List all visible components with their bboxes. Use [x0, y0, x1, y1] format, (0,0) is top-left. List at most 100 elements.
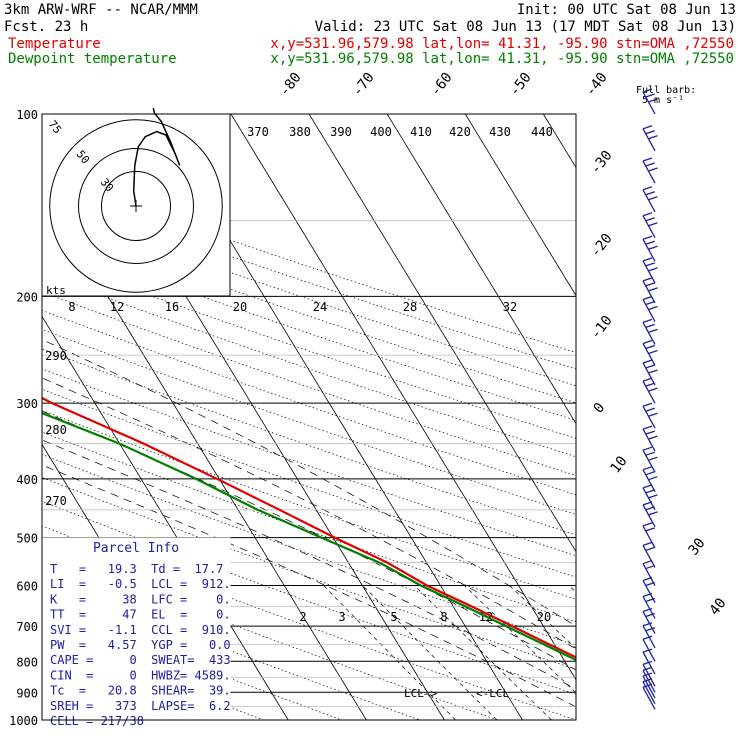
wind-barb-flag: [648, 328, 658, 334]
wind-barb-staff: [642, 686, 656, 710]
hodograph-trace: [132, 107, 181, 207]
isotherm-line: [308, 114, 576, 553]
wind-barb-flag: [645, 364, 655, 369]
wind-barb-flag: [648, 511, 658, 516]
wind-barb-staff: [642, 449, 656, 473]
wind-barb-flag: [642, 660, 653, 665]
dewpoint-profile: [42, 411, 576, 662]
sounding-profiles: [42, 396, 576, 662]
mixing-ratio-top-label: 32: [503, 300, 517, 314]
model-title: 3km ARW-WRF -- NCAR/MMM: [4, 2, 198, 18]
pressure-label: 700: [16, 620, 38, 634]
theta-label: 430: [489, 125, 511, 139]
mixing-ratio-top-label: 28: [403, 300, 417, 314]
wind-barb-flag: [642, 607, 653, 613]
wind-barb-flag: [648, 476, 658, 481]
wind-barb-flag: [642, 501, 653, 506]
mixing-ratio-line: [568, 585, 576, 593]
parcel-info-row: LI = -0.5 LCL = 912.: [50, 577, 231, 591]
wind-barb-flag: [648, 196, 658, 201]
wind-barb-flag: [645, 282, 655, 287]
wind-barb-flag: [642, 257, 653, 262]
isotherm-label: -80: [277, 70, 305, 100]
hodograph-ring: [49, 119, 223, 293]
wind-barb-flag: [642, 522, 653, 527]
theta-label: 390: [330, 125, 352, 139]
wind-barb-flag: [642, 125, 653, 130]
wind-barb-flag: [645, 323, 655, 329]
theta-label: 440: [531, 125, 553, 139]
wind-barb-flag: [642, 157, 653, 162]
pressure-label: 600: [16, 580, 38, 594]
wind-barb-flag: [645, 581, 655, 587]
dry-adiabat-line: [42, 329, 576, 515]
wind-barb-flag: [642, 318, 653, 324]
isotherm-line: [230, 114, 576, 681]
wind-barb-flag: [645, 506, 655, 511]
wind-barb-flag: [645, 217, 655, 222]
wind-barb-flag: [645, 191, 655, 196]
mixing-ratio-top-label: 20: [233, 300, 247, 314]
parcel-info-row: CIN = 0 HWBZ= 4589.: [50, 668, 231, 682]
isotherm-line: [386, 114, 576, 425]
temperature-profile: [42, 396, 576, 659]
plot-frame: [41, 113, 577, 721]
temperature-legend-label: Temperature: [8, 36, 101, 52]
wind-barb-staff: [642, 545, 656, 568]
lcl-left-marker: LCL->: [404, 687, 437, 700]
isotherm-label: -50: [507, 70, 535, 100]
wind-barb-flag: [642, 339, 653, 345]
wind-barb-flag: [648, 222, 658, 227]
wind-barb-flag: [648, 387, 658, 392]
wind-barb-staff: [642, 189, 656, 213]
hodograph-units: kts: [46, 284, 66, 297]
theta-label: 410: [410, 125, 432, 139]
dry-adiabat-line: [42, 205, 576, 387]
wind-barb-flag: [642, 295, 653, 301]
mixing-ratio-top-label: 8: [68, 300, 75, 314]
wind-barb-staff: [642, 469, 656, 493]
mixing-ratio-low-label: 3: [338, 610, 345, 624]
pressure-label: 800: [16, 655, 38, 669]
wind-barb-staff: [642, 380, 656, 404]
mixing-ratio-line: [464, 585, 576, 694]
wind-barb-flag: [642, 466, 653, 471]
hodograph: 75 50 30 kts: [41, 107, 231, 297]
wind-barb-flag: [648, 456, 658, 461]
barb-legend-units: 5 m s⁻¹: [642, 95, 684, 106]
wind-barb-staff: [642, 675, 656, 699]
parcel-info-row: CELL = 217/38: [50, 714, 144, 728]
pressure-label: 300: [16, 397, 38, 411]
wind-barb-staff: [642, 343, 656, 366]
pressure-label: 100: [16, 108, 38, 122]
wind-barb-flag: [642, 672, 653, 677]
wind-barb-flag: [648, 135, 658, 140]
parcel-info-title: Parcel Info: [93, 541, 179, 556]
wind-barb-flag: [645, 162, 655, 167]
mixing-ratio-low-label: 20: [537, 610, 551, 624]
isotherm-label: -70: [350, 70, 378, 100]
wind-barb-staff: [642, 215, 656, 239]
hodograph-ring-label: 75: [46, 118, 64, 136]
wind-barb-flag: [648, 267, 658, 272]
wind-barb-flag: [642, 277, 653, 282]
dry-adiabat-line: [42, 255, 576, 439]
wind-barb-flag: [645, 93, 655, 98]
forecast-hour: Fcst. 23 h: [4, 19, 88, 35]
wind-barb-staff: [642, 280, 656, 304]
moist-adiabat-line: [42, 377, 576, 650]
temperature-legend-info: x,y=531.96,579.98 lat,lon= 41.31, -95.90…: [270, 36, 734, 52]
wind-barb-flag: [645, 240, 655, 245]
wind-barb-flag: [648, 494, 658, 499]
isotherm-label: -20: [588, 231, 616, 261]
wind-barb-flag: [645, 262, 655, 267]
parcel-info-row: Tc = 20.8 SHEAR= 39.: [50, 684, 231, 698]
wind-barb-flag: [645, 527, 655, 532]
barb-legend-title: Full barb:: [636, 85, 696, 96]
init-time: Init: 00 UTC Sat 08 Jun 13: [517, 2, 736, 18]
wind-barb-staff: [642, 611, 656, 634]
pressure-label: 200: [16, 290, 38, 304]
wind-barb-flag: [648, 435, 658, 440]
